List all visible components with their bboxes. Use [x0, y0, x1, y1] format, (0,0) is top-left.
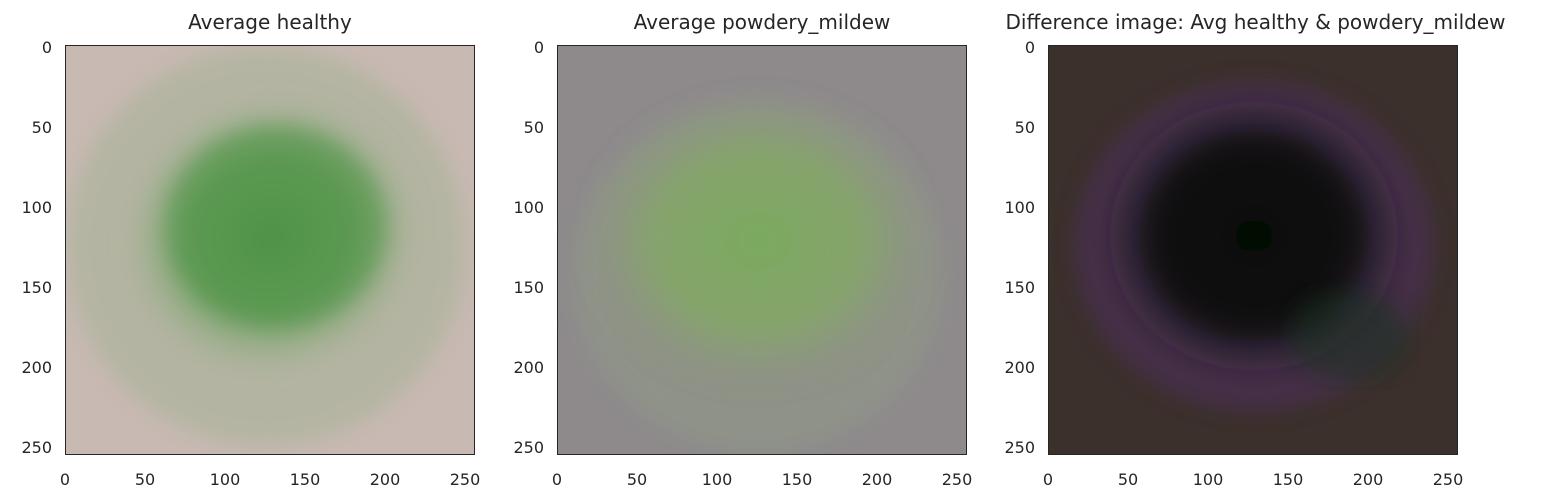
x-tick-label: 100: [1192, 470, 1224, 489]
y-tick-label: 100: [21, 198, 52, 217]
chart-title: Average powdery_mildew: [633, 10, 891, 34]
difference-image: [1049, 46, 1457, 454]
x-tick-label: 150: [781, 470, 813, 489]
y-tick-label: 250: [1004, 438, 1035, 457]
x-tick-label: 250: [1432, 470, 1464, 489]
image-plot-area: [557, 45, 967, 455]
y-tick-label: 250: [513, 438, 544, 457]
image-plot-area: [1048, 45, 1458, 455]
x-tick-label: 100: [701, 470, 733, 489]
y-tick-label: 150: [1004, 278, 1035, 297]
y-tick-label: 100: [513, 198, 544, 217]
x-tick-label: 0: [59, 470, 71, 489]
x-tick-label: 50: [134, 470, 156, 489]
x-tick-label: 100: [209, 470, 241, 489]
average-powdery-mildew-image: [558, 46, 966, 454]
y-tick-label: 50: [1014, 118, 1035, 137]
y-tick-label: 250: [21, 438, 52, 457]
y-tick-label: 150: [513, 278, 544, 297]
x-tick-label: 0: [551, 470, 563, 489]
chart-title: Difference image: Avg healthy & powdery_…: [1005, 10, 1506, 34]
x-tick-label: 250: [941, 470, 973, 489]
y-tick-label: 200: [1004, 358, 1035, 377]
x-tick-label: 200: [1352, 470, 1384, 489]
y-tick-label: 200: [513, 358, 544, 377]
x-tick-label: 150: [1272, 470, 1304, 489]
x-tick-label: 150: [289, 470, 321, 489]
image-plot-area: [65, 45, 475, 455]
y-tick-label: 100: [1004, 198, 1035, 217]
y-tick-label: 0: [41, 38, 52, 57]
x-tick-label: 200: [861, 470, 893, 489]
y-tick-label: 50: [523, 118, 544, 137]
x-tick-label: 250: [449, 470, 481, 489]
y-tick-label: 0: [533, 38, 544, 57]
y-tick-label: 50: [31, 118, 52, 137]
x-tick-label: 50: [1117, 470, 1139, 489]
x-tick-label: 0: [1042, 470, 1054, 489]
x-tick-label: 200: [369, 470, 401, 489]
y-tick-label: 0: [1024, 38, 1035, 57]
x-tick-label: 50: [626, 470, 648, 489]
y-tick-label: 200: [21, 358, 52, 377]
chart-title: Average healthy: [188, 10, 352, 34]
y-tick-label: 150: [21, 278, 52, 297]
average-healthy-image: [66, 46, 474, 454]
